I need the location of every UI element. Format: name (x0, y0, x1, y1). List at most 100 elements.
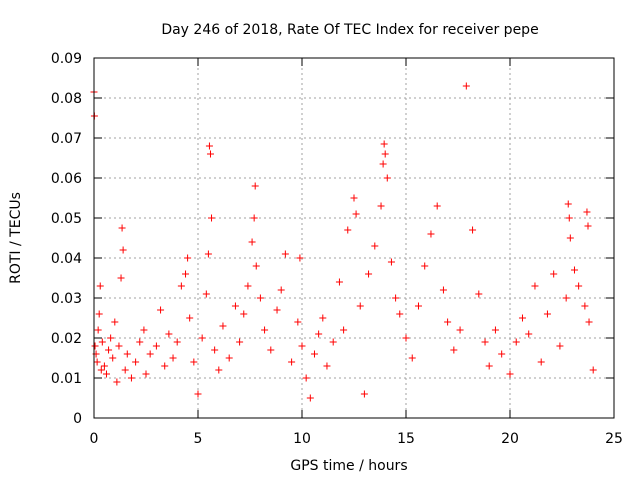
x-axis-label: GPS time / hours (290, 458, 407, 474)
data-point (581, 302, 589, 310)
data-point (392, 294, 400, 302)
data-point (161, 362, 169, 370)
data-point (565, 214, 573, 222)
x-tick-label: 15 (397, 431, 415, 447)
y-tick-label: 0.05 (51, 211, 82, 227)
data-point (319, 314, 327, 322)
data-point (315, 330, 323, 338)
data-point (566, 234, 574, 242)
data-point (225, 354, 233, 362)
x-tick-label: 0 (90, 431, 99, 447)
data-point (360, 390, 368, 398)
data-point (205, 142, 213, 150)
data-point (302, 374, 310, 382)
data-point (184, 254, 192, 262)
data-point (240, 310, 248, 318)
data-point (206, 150, 214, 158)
data-point (525, 330, 533, 338)
data-point (202, 290, 210, 298)
data-point (244, 282, 252, 290)
data-point (556, 342, 564, 350)
data-point (186, 314, 194, 322)
data-point (306, 394, 314, 402)
data-point (117, 274, 125, 282)
data-point (371, 242, 379, 250)
data-point (402, 334, 410, 342)
data-point (421, 262, 429, 270)
data-point (531, 282, 539, 290)
data-point (177, 282, 185, 290)
data-point (329, 338, 337, 346)
y-tick-label: 0.06 (51, 171, 82, 187)
data-points (90, 82, 597, 402)
data-point (169, 354, 177, 362)
data-point (140, 326, 148, 334)
data-point (136, 338, 144, 346)
data-point (194, 390, 202, 398)
data-point (383, 174, 391, 182)
data-point (310, 350, 318, 358)
data-point (512, 338, 520, 346)
data-point (475, 290, 483, 298)
data-point (323, 362, 331, 370)
data-point (387, 258, 395, 266)
data-point (267, 346, 275, 354)
data-point (377, 202, 385, 210)
data-point (96, 282, 104, 290)
data-point (352, 210, 360, 218)
data-point (583, 208, 591, 216)
data-point (506, 370, 514, 378)
data-point (204, 250, 212, 258)
data-point (344, 226, 352, 234)
data-point (543, 310, 551, 318)
data-point (498, 350, 506, 358)
data-point (481, 338, 489, 346)
data-point (273, 306, 281, 314)
data-point (469, 226, 477, 234)
data-point (173, 338, 181, 346)
data-point (450, 346, 458, 354)
y-tick-label: 0.09 (51, 51, 82, 67)
x-tick-label: 5 (194, 431, 203, 447)
data-point (380, 140, 388, 148)
data-point (100, 362, 108, 370)
data-point (94, 326, 102, 334)
data-point (95, 310, 103, 318)
data-point (356, 302, 364, 310)
data-point (236, 338, 244, 346)
data-point (123, 350, 131, 358)
data-point (98, 338, 106, 346)
data-point (107, 334, 115, 342)
data-point (296, 254, 304, 262)
data-point (165, 330, 173, 338)
data-point (127, 374, 135, 382)
y-tick-label: 0.03 (51, 291, 82, 307)
data-point (142, 370, 150, 378)
y-tick-label: 0.01 (51, 371, 82, 387)
data-point (365, 270, 373, 278)
data-point (113, 378, 121, 386)
x-tick-label: 25 (605, 431, 623, 447)
data-point (408, 354, 416, 362)
data-point (350, 194, 358, 202)
data-point (182, 270, 190, 278)
y-tick-label: 0.07 (51, 131, 82, 147)
data-point (132, 358, 140, 366)
data-point (550, 270, 558, 278)
data-point (111, 318, 119, 326)
data-point (340, 326, 348, 334)
y-axis-label: ROTI / TECUs (8, 192, 24, 284)
data-point (439, 286, 447, 294)
x-tick-label: 20 (501, 431, 519, 447)
data-point (146, 350, 154, 358)
data-point (250, 214, 258, 222)
data-point (396, 310, 404, 318)
data-point (585, 318, 593, 326)
data-point (456, 326, 464, 334)
axis-ticks: 0 0.01 0.02 0.03 0.04 0.05 0.06 0.07 0.08 0.09 0 5 1… (51, 51, 623, 447)
data-point (277, 286, 285, 294)
data-point (248, 238, 256, 246)
data-point (208, 214, 216, 222)
data-point (121, 366, 129, 374)
